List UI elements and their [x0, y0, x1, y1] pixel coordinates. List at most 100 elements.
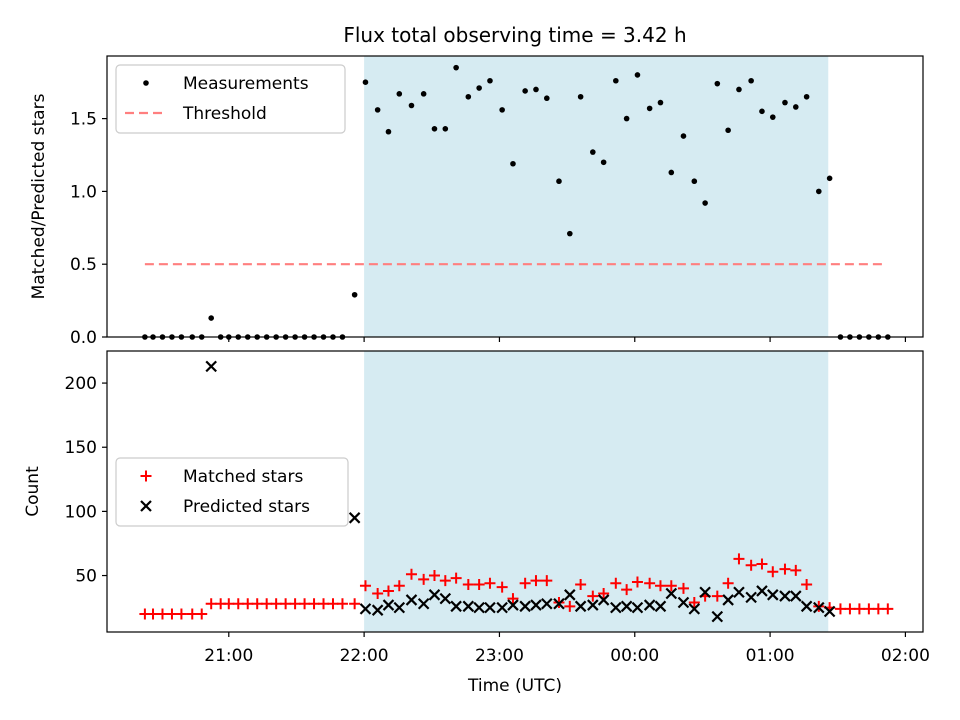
predicted-star-point	[597, 594, 610, 606]
x-tick-label: 02:00	[881, 646, 930, 666]
measurement-point	[362, 79, 369, 86]
measurement-point	[725, 127, 731, 134]
y-tick-label: 1.5	[70, 110, 97, 130]
measurement-point	[748, 77, 754, 84]
matched-star-point	[473, 579, 485, 591]
predicted-star-point	[745, 591, 757, 604]
measurement-point	[736, 86, 742, 93]
matched-star-point	[196, 608, 208, 620]
measurement-point	[657, 99, 664, 106]
shaded-span	[364, 56, 829, 337]
matched-star-point	[308, 598, 320, 610]
matched-star-point	[621, 584, 633, 596]
matched-star-point	[405, 568, 417, 580]
measurement-point	[646, 105, 653, 112]
matched-star-point	[644, 577, 656, 589]
matched-star-point	[462, 579, 474, 591]
x-tick-label: 21:00	[204, 646, 253, 666]
measurement-point	[510, 160, 516, 167]
predicted-star-point	[790, 590, 802, 602]
predicted-star-point	[462, 600, 475, 613]
axes-frame	[106, 55, 924, 338]
ratio-panel: 0.0 0.5 1.0 1.5 Matched/Predicted stars Measu…	[29, 55, 924, 348]
matched-star-point	[610, 577, 622, 589]
matched-star-point	[289, 598, 301, 610]
y-tick-label: 200	[65, 374, 97, 394]
measurement-point	[351, 291, 358, 298]
legend-plus-marker	[140, 470, 152, 482]
measurement-point	[208, 315, 214, 321]
matched-star-point	[872, 603, 884, 615]
matched-star-point	[439, 575, 451, 587]
matched-star-point	[530, 575, 542, 587]
measurement-point	[590, 149, 596, 155]
x-tick-label: 01:00	[746, 646, 795, 666]
predicted-star-point	[439, 592, 452, 605]
matched-star-point	[665, 580, 677, 592]
matched-star-point	[844, 603, 856, 615]
predicted-star-point	[654, 600, 667, 613]
measurement-point	[680, 133, 687, 139]
measurement-point	[634, 72, 641, 78]
measurement-point	[396, 91, 403, 97]
y-tick-label: 100	[65, 502, 97, 522]
matched-star-point	[166, 608, 178, 620]
legend: Matched stars Predicted stars	[115, 457, 349, 527]
matched-star-point	[779, 563, 791, 575]
matched-star-point	[587, 590, 599, 602]
matched-star-point	[251, 598, 263, 610]
matched-star-point	[519, 577, 531, 589]
predicted-star-point	[382, 599, 395, 611]
predicted-star-point	[800, 600, 813, 613]
matched-star-point	[631, 576, 643, 588]
legend-label: Measurements	[183, 74, 309, 94]
matched-star-point	[186, 608, 198, 620]
matched-star-point	[767, 566, 779, 578]
chart-title: Flux total observing time = 3.42 h	[343, 23, 686, 47]
matched-star-point	[175, 608, 187, 620]
predicted-star-point	[541, 597, 553, 610]
matched-star-point	[688, 596, 700, 608]
matched-star-point	[722, 577, 734, 589]
matched-star-point	[745, 559, 757, 571]
measurement-point	[826, 175, 833, 182]
matched-star-point	[428, 570, 440, 582]
legend-dot-marker	[143, 80, 149, 86]
legend-box	[115, 64, 346, 134]
predicted-star-point	[587, 599, 599, 611]
measurement-point	[691, 178, 698, 185]
matched-star-point	[564, 600, 576, 612]
matched-star-point	[270, 598, 282, 610]
predicted-star-point	[507, 599, 519, 611]
matched-star-point	[654, 580, 666, 592]
matched-star-point	[507, 593, 519, 605]
matched-star-point	[863, 603, 875, 615]
matched-star-point	[359, 580, 371, 592]
predicted-star-point	[519, 600, 531, 613]
series-matched-stars	[139, 553, 894, 620]
measurement-point	[408, 102, 415, 109]
matched-star-point	[382, 585, 394, 597]
predicted-star-point	[530, 599, 542, 611]
y-tick-label: 0.5	[70, 255, 97, 275]
predicted-star-point	[405, 594, 418, 606]
predicted-star-point	[620, 600, 633, 613]
predicted-star-point	[428, 589, 441, 601]
matched-star-point	[299, 598, 311, 610]
matched-star-point	[575, 579, 587, 591]
matched-star-point	[733, 553, 745, 565]
x-tick-label: 23:00	[475, 646, 524, 666]
predicted-star-point	[393, 601, 406, 614]
shaded-span	[364, 351, 829, 632]
measurement-point	[577, 93, 584, 100]
matched-star-point	[349, 598, 361, 610]
matched-star-point	[834, 603, 846, 615]
measurement-point	[431, 125, 438, 132]
measurement-point	[816, 188, 822, 195]
legend-label: Predicted stars	[183, 497, 310, 517]
matched-star-point	[756, 558, 768, 570]
measurement-point	[374, 107, 381, 113]
predicted-star-point	[371, 604, 384, 616]
series-predicted-stars	[205, 360, 836, 623]
matched-star-point	[882, 603, 894, 615]
